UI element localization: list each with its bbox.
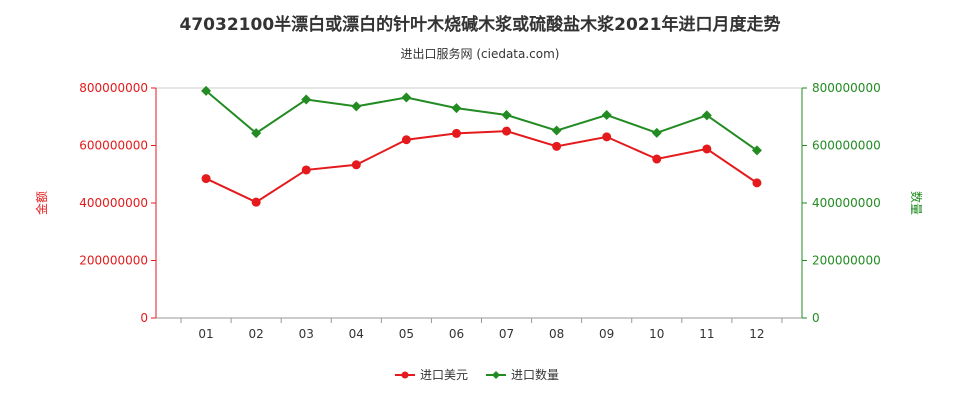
- quantity-point[interactable]: [601, 110, 612, 121]
- amount-point[interactable]: [351, 160, 361, 170]
- amount-point[interactable]: [251, 197, 261, 207]
- legend-amount-marker: [401, 371, 409, 379]
- legend-quantity-marker: [492, 371, 500, 379]
- amount-point[interactable]: [451, 128, 461, 138]
- amount-point[interactable]: [652, 154, 662, 164]
- quantity-point[interactable]: [751, 145, 762, 156]
- y-right-tick-label: 200000000: [812, 254, 881, 268]
- legend-item-quantity[interactable]: 进口数量: [486, 367, 559, 382]
- quantity-point[interactable]: [551, 125, 562, 136]
- x-tick-label: 07: [499, 327, 514, 341]
- y-left-axis-title: 金额: [34, 191, 49, 215]
- amount-point[interactable]: [502, 126, 512, 136]
- amount-point[interactable]: [752, 178, 762, 188]
- x-tick-label: 01: [198, 327, 213, 341]
- y-right-tick-label: 800000000: [812, 81, 881, 95]
- x-tick-label: 05: [399, 327, 414, 341]
- amount-point[interactable]: [301, 165, 311, 175]
- y-left-tick-label: 200000000: [79, 254, 148, 268]
- legend-amount-label: 进口美元: [420, 368, 468, 382]
- x-tick-label: 04: [349, 327, 364, 341]
- amount-point[interactable]: [552, 141, 562, 151]
- x-tick-label: 06: [449, 327, 464, 341]
- quantity-point[interactable]: [301, 94, 312, 105]
- series-amount-line: [205, 130, 758, 204]
- quantity-point[interactable]: [651, 127, 662, 138]
- y-left-title: 金额: [34, 191, 49, 215]
- axes-group: 0200000000400000000600000000800000000020…: [79, 81, 880, 341]
- series-amount-group: [201, 126, 762, 207]
- quantity-point[interactable]: [251, 128, 262, 139]
- y-right-tick-label: 400000000: [812, 196, 881, 210]
- amount-point[interactable]: [201, 174, 211, 184]
- series-quantity-line: [205, 90, 758, 152]
- quantity-point[interactable]: [201, 85, 212, 96]
- y-right-tick-label: 600000000: [812, 139, 881, 153]
- legend: 进口美元 进口数量: [395, 367, 559, 382]
- x-tick-label: 03: [299, 327, 314, 341]
- legend-quantity-label: 进口数量: [511, 367, 559, 382]
- y-right-axis-title: 数量: [909, 191, 924, 215]
- x-tick-label: 09: [599, 327, 614, 341]
- y-right-tick-label: 0: [812, 311, 820, 325]
- amount-point[interactable]: [401, 135, 411, 145]
- x-tick-label: 08: [549, 327, 564, 341]
- quantity-point[interactable]: [351, 101, 362, 112]
- y-left-tick-label: 800000000: [79, 81, 148, 95]
- legend-item-amount[interactable]: 进口美元: [395, 368, 468, 382]
- x-tick-label: 10: [649, 327, 664, 341]
- y-right-title: 数量: [909, 191, 924, 215]
- chart-subtitle: 进出口服务网 (ciedata.com): [400, 47, 560, 61]
- series-quantity-group: [201, 85, 762, 156]
- y-left-tick-label: 600000000: [79, 139, 148, 153]
- quantity-point[interactable]: [401, 92, 412, 103]
- quantity-point[interactable]: [501, 110, 512, 121]
- amount-point[interactable]: [702, 144, 712, 154]
- x-tick-label: 02: [249, 327, 264, 341]
- y-left-tick-label: 400000000: [79, 196, 148, 210]
- quantity-point[interactable]: [701, 110, 712, 121]
- amount-point[interactable]: [602, 132, 612, 142]
- x-tick-label: 12: [749, 327, 764, 341]
- chart-title: 47032100半漂白或漂白的针叶木烧碱木浆或硫酸盐木浆2021年进口月度走势: [179, 15, 781, 35]
- y-left-tick-label: 0: [140, 311, 148, 325]
- x-tick-label: 11: [699, 327, 714, 341]
- quantity-point[interactable]: [451, 103, 462, 114]
